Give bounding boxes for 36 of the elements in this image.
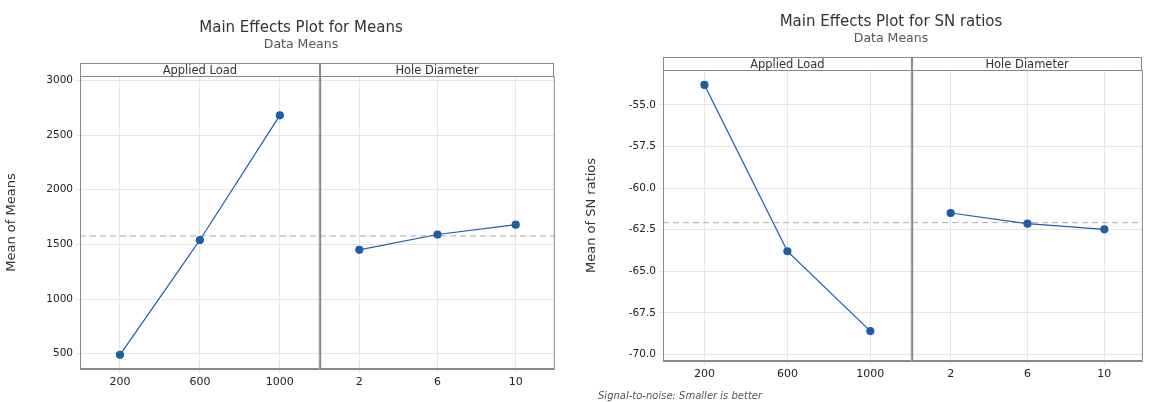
x-axis-title: Hole Diameter [319, 63, 555, 77]
x-tick-label: 1000 [265, 375, 294, 389]
x-tick-label: 2 [355, 375, 363, 389]
y-tick-label: 1000 [46, 291, 73, 304]
x-axis-title: Hole Diameter [911, 57, 1143, 71]
y-tick-label: -55.0 [628, 97, 656, 110]
y-tick-label: -62.5 [628, 222, 656, 235]
y-axis-title: Mean of Means [3, 173, 19, 272]
chart-subtitle: Data Means [262, 36, 340, 51]
y-tick-label: 500 [52, 346, 73, 359]
y-tick-label: -57.5 [628, 139, 656, 152]
y-tick-label: -65.0 [628, 263, 656, 276]
y-tick-label: 2500 [46, 127, 73, 140]
text: Signal-to-noise: Smaller is better [598, 390, 763, 401]
x-axis-title: Applied Load [663, 57, 912, 71]
x-tick-label: 10 [508, 375, 523, 389]
x-tick-label: 6 [433, 375, 441, 389]
y-tick-label: 2000 [46, 182, 73, 195]
x-tick-label: 1000 [856, 367, 885, 381]
y-tick-label: -67.5 [628, 305, 656, 318]
chart-subtitle: Data Means [852, 30, 930, 45]
x-tick-label: 200 [109, 375, 131, 389]
y-tick-label: -60.0 [628, 180, 656, 193]
x-tick-label: 10 [1096, 367, 1111, 381]
x-tick-label: 200 [693, 367, 715, 381]
x-tick-label: 2 [946, 367, 954, 381]
y-axis-title: Mean of SN ratios [583, 157, 599, 274]
x-tick-label: 6 [1023, 367, 1031, 381]
x-axis-title: Applied Load [80, 63, 320, 77]
x-tick-label: 600 [776, 367, 798, 381]
y-tick-label: -70.0 [628, 347, 656, 360]
y-tick-label: 3000 [46, 73, 73, 86]
chart-title: Main Effects Plot for SN ratios [778, 12, 1004, 30]
chart-title: Main Effects Plot for Means [198, 18, 404, 36]
x-tick-label: 600 [189, 375, 211, 389]
y-tick-label: 1500 [46, 237, 73, 250]
